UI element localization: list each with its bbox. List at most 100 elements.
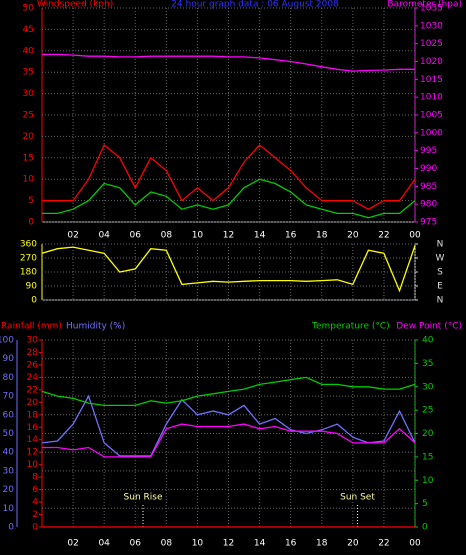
series-line bbox=[41, 394, 416, 457]
y2-tick-label: 1000 bbox=[420, 128, 443, 138]
x-tick-label: 10 bbox=[192, 539, 204, 549]
y2-tick-label: 1005 bbox=[420, 111, 443, 121]
x-tick-label: 12 bbox=[223, 539, 234, 549]
x-tick-label: 04 bbox=[98, 231, 110, 241]
y2-tick-label: 990 bbox=[420, 164, 437, 174]
y2-tick-label: 10 bbox=[422, 476, 434, 486]
y3-tick-label: 12 bbox=[27, 448, 38, 458]
x-tick-label: 06 bbox=[130, 539, 142, 549]
annotation: Sun Set bbox=[340, 493, 375, 503]
legend-entry: Rainfall (mm) bbox=[1, 322, 62, 332]
y3-tick-label: 26 bbox=[27, 360, 39, 370]
y2-axis-label: Barometer (hpa) bbox=[387, 0, 462, 10]
y-tick-label: 5 bbox=[28, 196, 34, 206]
x-tick-label: 16 bbox=[285, 539, 297, 549]
y3-tick-label: 30 bbox=[27, 336, 39, 346]
y-tick-label: 10 bbox=[3, 504, 15, 514]
y3-tick-label: 18 bbox=[27, 410, 39, 420]
y-axis-label: Windspeed (kph) bbox=[37, 0, 113, 10]
y-tick-label: 25 bbox=[23, 111, 34, 121]
x-tick-label: 06 bbox=[130, 231, 142, 241]
y-tick-label: 0 bbox=[31, 296, 37, 306]
y3-tick-label: 28 bbox=[27, 348, 39, 358]
series-line bbox=[41, 245, 416, 293]
x-tick-label: 00 bbox=[409, 231, 421, 241]
y-tick-label: 10 bbox=[23, 175, 35, 185]
y3-tick-label: 6 bbox=[32, 485, 38, 495]
y-tick-label: 15 bbox=[23, 153, 34, 163]
y-tick-label: 40 bbox=[3, 448, 15, 458]
series-line bbox=[42, 143, 416, 210]
y2-tick-label: N bbox=[437, 240, 444, 250]
y3-tick-label: 0 bbox=[32, 523, 38, 533]
y2-tick-label: E bbox=[437, 282, 443, 292]
y2-tick-label: W bbox=[436, 254, 445, 264]
y2-tick-label: 35 bbox=[422, 359, 433, 369]
y-tick-label: 360 bbox=[20, 240, 37, 250]
y-tick-label: 0 bbox=[28, 218, 34, 228]
y2-tick-label: 995 bbox=[420, 146, 437, 156]
y2-tick-label: 975 bbox=[420, 218, 437, 228]
y2-tick-label: 1025 bbox=[420, 39, 443, 49]
y-tick-label: 70 bbox=[3, 392, 15, 402]
x-tick-label: 02 bbox=[67, 539, 78, 549]
y2-tick-label: 5 bbox=[422, 499, 428, 509]
x-tick-label: 20 bbox=[347, 539, 359, 549]
x-tick-label: 18 bbox=[316, 539, 328, 549]
legend-entry: Dew Point (°C) bbox=[396, 322, 462, 332]
y-tick-label: 30 bbox=[23, 89, 35, 99]
y3-tick-label: 22 bbox=[27, 385, 38, 395]
x-tick-label: 18 bbox=[316, 231, 328, 241]
y3-tick-label: 24 bbox=[27, 373, 39, 383]
y2-tick-label: 0 bbox=[422, 523, 428, 533]
series-line bbox=[42, 53, 415, 72]
y-tick-label: 270 bbox=[20, 254, 37, 264]
y2-tick-label: 40 bbox=[422, 336, 434, 346]
series-line bbox=[42, 423, 416, 458]
legend-entry: Temperature (°C) bbox=[311, 322, 390, 332]
series-line bbox=[42, 178, 416, 219]
y-tick-label: 80 bbox=[3, 373, 15, 383]
x-tick-label: 22 bbox=[378, 539, 389, 549]
y-tick-label: 45 bbox=[23, 25, 34, 35]
y-tick-label: 90 bbox=[26, 282, 38, 292]
y-tick-label: 60 bbox=[3, 410, 15, 420]
x-tick-label: 12 bbox=[223, 231, 234, 241]
x-tick-label: 14 bbox=[254, 231, 266, 241]
y-tick-label: 50 bbox=[23, 4, 35, 14]
x-tick-label: 22 bbox=[378, 231, 389, 241]
y-tick-label: 50 bbox=[3, 429, 15, 439]
x-tick-label: 14 bbox=[254, 539, 266, 549]
y-tick-label: 35 bbox=[23, 68, 34, 78]
y3-tick-label: 8 bbox=[32, 473, 38, 483]
y-tick-label: 40 bbox=[23, 46, 35, 56]
y3-tick-label: 10 bbox=[27, 460, 39, 470]
y2-tick-label: 1035 bbox=[420, 4, 443, 14]
y3-tick-label: 14 bbox=[27, 435, 39, 445]
legend-entry: Humidity (%) bbox=[66, 322, 125, 332]
y2-tick-label: 1010 bbox=[420, 93, 443, 103]
y3-tick-label: 4 bbox=[32, 498, 38, 508]
y2-tick-label: 985 bbox=[420, 182, 437, 192]
y-tick-label: 180 bbox=[20, 268, 37, 278]
y-tick-label: 100 bbox=[0, 336, 14, 346]
y3-tick-label: 16 bbox=[27, 423, 39, 433]
y2-tick-label: 15 bbox=[422, 452, 433, 462]
y2-tick-label: 1030 bbox=[420, 21, 443, 31]
y2-tick-label: S bbox=[437, 268, 443, 278]
x-tick-label: 00 bbox=[409, 539, 421, 549]
y2-tick-label: 30 bbox=[422, 382, 434, 392]
y3-tick-label: 2 bbox=[32, 510, 38, 520]
x-tick-label: 04 bbox=[98, 539, 110, 549]
x-tick-label: 08 bbox=[161, 539, 173, 549]
y2-tick-label: 980 bbox=[420, 200, 437, 210]
y-tick-label: 30 bbox=[3, 466, 15, 476]
annotation: Sun Rise bbox=[124, 493, 163, 503]
y2-tick-label: 1020 bbox=[420, 57, 443, 67]
y-tick-label: 90 bbox=[3, 354, 15, 364]
x-tick-label: 08 bbox=[161, 231, 173, 241]
x-tick-label: 16 bbox=[285, 231, 297, 241]
y2-tick-label: 25 bbox=[422, 406, 433, 416]
